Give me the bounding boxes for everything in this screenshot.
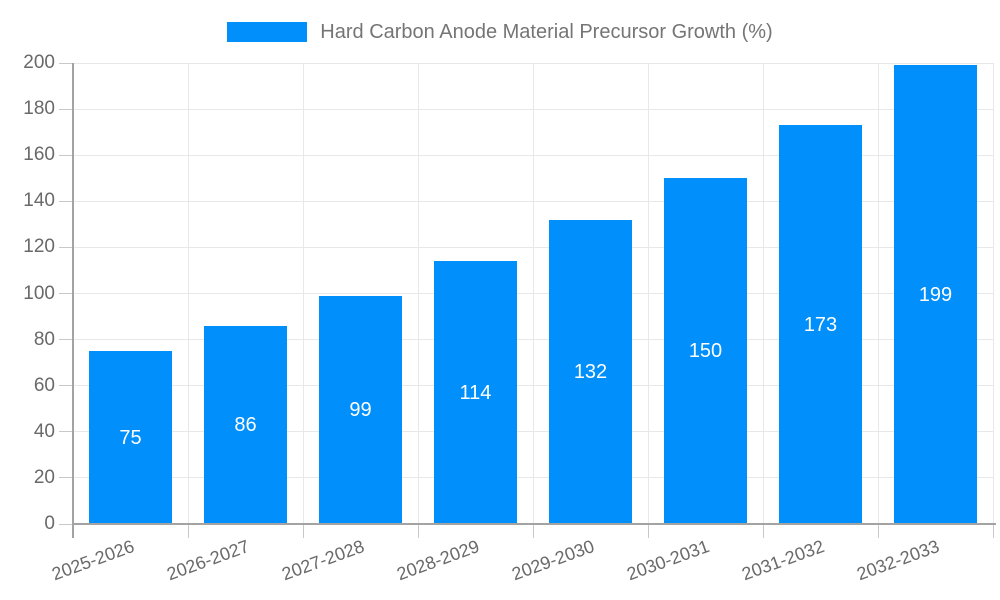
y-axis-label: 180 [23,98,55,120]
x-axis-label: 2029-2030 [509,536,598,585]
bar-value-label: 150 [688,340,723,363]
y-tick [59,108,73,110]
x-axis-label: 2031-2032 [739,536,828,585]
bar[interactable] [204,325,287,524]
x-axis-label: 2028-2029 [394,536,483,585]
v-gridline [992,63,994,524]
y-tick [59,385,73,387]
x-axis-label: 2027-2028 [279,536,368,585]
y-axis-label: 100 [23,282,55,304]
legend-label: Hard Carbon Anode Material Precursor Gro… [320,21,773,43]
x-tick [532,524,534,538]
x-tick [992,524,994,538]
bar[interactable] [89,351,172,524]
bar-value-label: 75 [119,426,142,449]
x-tick [647,524,649,538]
bar-value-label: 114 [459,381,492,404]
y-tick [59,293,73,294]
v-gridline [302,63,304,524]
bar[interactable] [664,178,747,524]
x-tick [187,524,189,538]
legend[interactable]: Hard Carbon Anode Material Precursor Gro… [0,20,1000,44]
x-axis-label: 2025-2026 [49,536,138,585]
y-axis-label: 200 [23,52,55,73]
v-gridline [877,63,879,524]
bar[interactable] [434,261,517,524]
v-gridline [417,63,419,524]
bar-value-label: 173 [803,313,838,336]
y-tick [59,477,73,479]
y-tick [59,62,73,64]
bar-value-label: 132 [573,360,608,383]
bar-value-label: 199 [918,283,953,306]
bar-value-label: 86 [234,413,257,436]
x-axis-label: 2032-2033 [854,536,943,585]
x-axis-line [72,523,996,525]
y-tick [59,431,73,433]
y-axis-label: 40 [33,420,55,442]
v-gridline [187,63,189,524]
y-axis-label: 20 [33,466,55,488]
y-axis-line [72,63,74,538]
y-tick [59,246,73,248]
y-tick [59,200,73,202]
y-axis-label: 0 [44,513,55,534]
y-axis-label: 60 [33,374,55,396]
y-tick [59,523,73,525]
bar[interactable] [894,65,977,524]
v-gridline [532,63,534,524]
y-axis-label: 120 [23,236,55,258]
bar[interactable] [319,295,402,524]
bar[interactable] [779,125,862,524]
bar-value-label: 99 [349,398,372,421]
x-tick [417,524,419,538]
x-axis-label: 2030-2031 [624,536,713,585]
y-axis-label: 140 [23,190,55,212]
x-tick [877,524,879,538]
y-axis-label: 160 [23,144,55,166]
x-tick [762,524,764,538]
v-gridline [647,63,649,524]
y-tick [59,339,73,341]
bar[interactable] [549,219,632,524]
y-tick [59,154,73,156]
y-axis-label: 80 [33,328,55,350]
x-tick [302,524,304,538]
legend-swatch [227,22,308,42]
v-gridline [762,63,764,524]
x-axis-label: 2026-2027 [164,536,253,585]
